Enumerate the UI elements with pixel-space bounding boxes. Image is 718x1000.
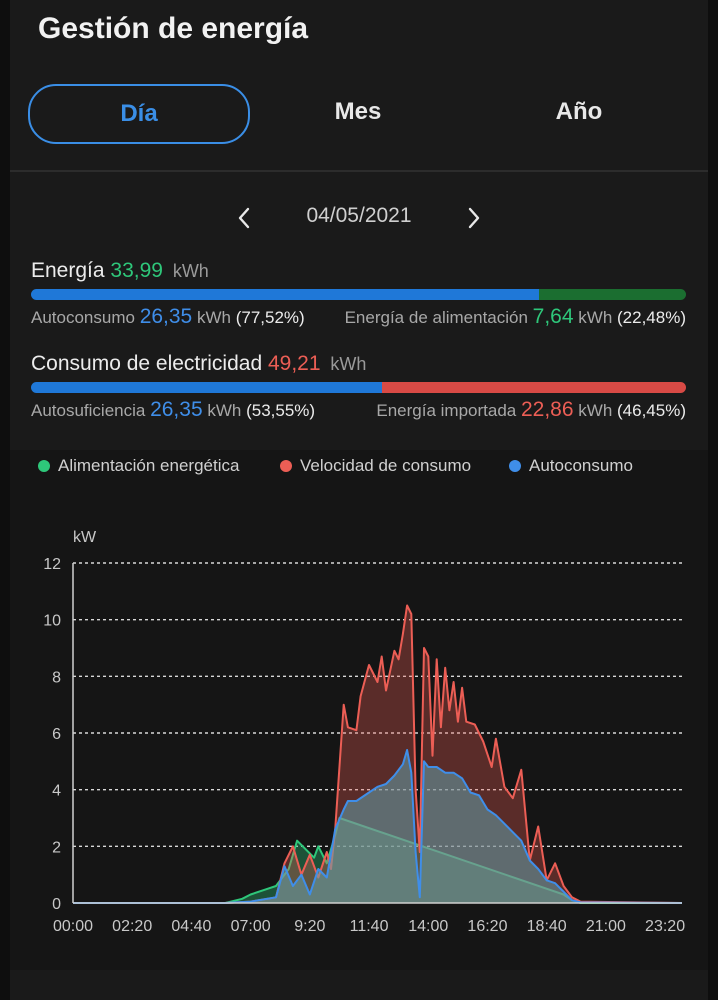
energy-self-segment (31, 289, 539, 300)
self-consumption-pct: (77,52%) (235, 308, 305, 327)
tab-year[interactable]: Año (555, 98, 603, 125)
legend-item-consumption[interactable]: Velocidad de consumo (280, 456, 471, 476)
self-consumption-stat: Autoconsumo 26,35 kWh (77,52%) (31, 305, 305, 329)
imported-energy-segment (381, 382, 686, 393)
self-consumption-label: Autoconsumo (31, 308, 135, 327)
legend-label: Velocidad de consumo (300, 456, 472, 475)
consumption-unit: kWh (330, 354, 367, 374)
feed-energy-stat: Energía de alimentación 7,64 kWh (22,48%… (345, 305, 686, 329)
tab-month[interactable]: Mes (334, 98, 382, 125)
imported-energy-unit: kWh (578, 401, 613, 420)
legend-item-self-consumption[interactable]: Autoconsumo (509, 456, 633, 476)
consumption-label: Consumo de electricidad (31, 352, 263, 375)
legend-dot-icon (280, 460, 292, 472)
feed-energy-label: Energía de alimentación (344, 308, 528, 327)
date-selector: 04/05/2021 (0, 196, 718, 240)
chevron-right-icon[interactable] (459, 200, 489, 236)
legend-label: Autoconsumo (529, 456, 633, 475)
divider (10, 170, 708, 172)
imported-energy-value: 22,86 (520, 398, 574, 421)
imported-energy-pct: (46,45%) (617, 401, 686, 420)
imported-energy-label: Energía importada (376, 401, 517, 420)
energy-summary: Energía 33,99 kWh (31, 259, 209, 283)
self-sufficiency-pct: (53,55%) (246, 401, 316, 420)
legend-item-feed[interactable]: Alimentación energética (38, 456, 239, 476)
self-consumption-unit: kWh (196, 308, 231, 327)
feed-energy-value: 7,64 (532, 305, 574, 328)
self-sufficiency-unit: kWh (207, 401, 242, 420)
tab-day[interactable]: Día (28, 84, 250, 144)
legend-dot-icon (509, 460, 521, 472)
legend-dot-icon (38, 460, 50, 472)
feed-energy-unit: kWh (578, 308, 613, 327)
energy-unit: kWh (172, 261, 209, 281)
self-sufficiency-segment (31, 382, 382, 393)
consumption-split-bar (31, 382, 686, 393)
chart-panel (10, 450, 708, 970)
date-label[interactable]: 04/05/2021 (306, 204, 412, 227)
energy-label: Energía (31, 259, 105, 282)
legend-label: Alimentación energética (58, 456, 240, 475)
energy-feed-segment (538, 289, 686, 300)
self-sufficiency-value: 26,35 (150, 398, 203, 421)
self-sufficiency-stat: Autosuficiencia 26,35 kWh (53,55%) (31, 398, 315, 422)
chart-legend: Alimentación energética Velocidad de con… (0, 456, 718, 480)
energy-value: 33,99 (110, 259, 163, 282)
imported-energy-stat: Energía importada 22,86 kWh (46,45%) (376, 398, 686, 422)
self-consumption-value: 26,35 (139, 305, 193, 328)
consumption-value: 49,21 (267, 352, 321, 375)
energy-split-bar (31, 289, 686, 300)
page-title: Gestión de energía (38, 12, 309, 45)
consumption-summary: Consumo de electricidad 49,21 kWh (31, 352, 366, 376)
self-sufficiency-label: Autosuficiencia (31, 401, 146, 420)
feed-energy-pct: (22,48%) (617, 308, 686, 327)
chevron-left-icon[interactable] (229, 200, 259, 236)
period-tabs: Día Mes Año (28, 84, 688, 144)
